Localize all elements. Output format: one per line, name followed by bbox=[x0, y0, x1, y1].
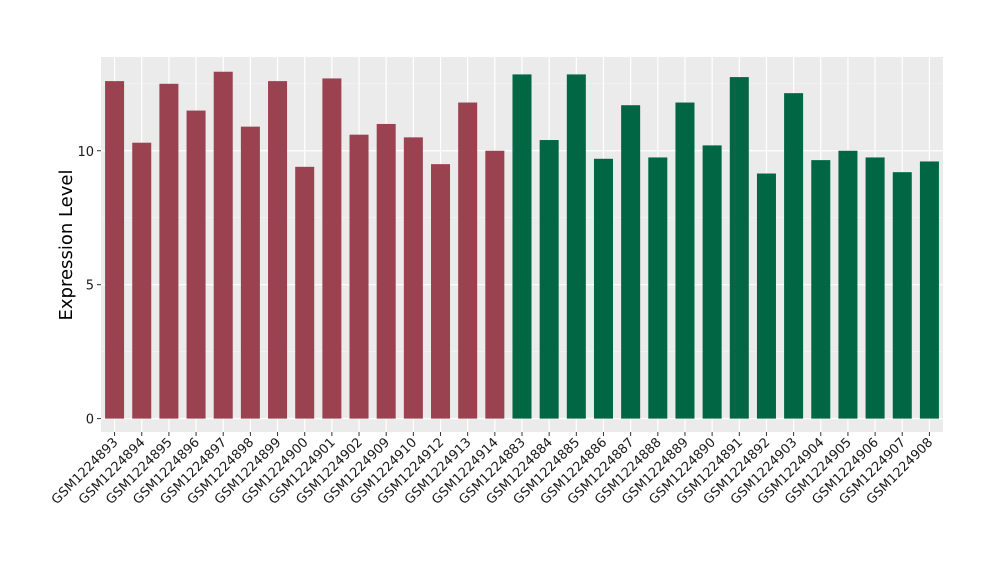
bar-GSM1224902 bbox=[349, 134, 369, 419]
bar-GSM1224887 bbox=[621, 105, 641, 419]
bar-GSM1224901 bbox=[322, 78, 342, 419]
bar-GSM1224890 bbox=[702, 145, 722, 419]
bar-GSM1224893 bbox=[105, 81, 125, 419]
bar-GSM1224914 bbox=[485, 150, 505, 419]
bar-GSM1224889 bbox=[675, 102, 695, 419]
bar-GSM1224907 bbox=[892, 172, 912, 419]
x-axis: GSM1224893GSM1224894GSM1224895GSM1224896… bbox=[49, 432, 936, 508]
bar-GSM1224903 bbox=[784, 93, 804, 419]
bar-GSM1224895 bbox=[159, 83, 179, 419]
bar-GSM1224905 bbox=[838, 150, 858, 419]
bar-GSM1224888 bbox=[648, 157, 668, 419]
bar-GSM1224898 bbox=[240, 126, 260, 419]
bar-GSM1224904 bbox=[811, 160, 831, 419]
bar-GSM1224891 bbox=[729, 77, 749, 419]
y-axis: 0 5 10 bbox=[77, 145, 101, 428]
bar-GSM1224896 bbox=[186, 110, 206, 419]
y-tick-label: 10 bbox=[77, 145, 94, 160]
bar-GSM1224910 bbox=[403, 137, 423, 419]
bar-GSM1224900 bbox=[295, 166, 315, 419]
bars bbox=[105, 71, 939, 419]
bar-GSM1224884 bbox=[539, 140, 559, 419]
bar-GSM1224899 bbox=[268, 81, 288, 419]
bar-GSM1224886 bbox=[593, 158, 613, 419]
bar-GSM1224912 bbox=[431, 164, 451, 419]
y-tick-label: 5 bbox=[86, 279, 94, 294]
bar-GSM1224897 bbox=[213, 71, 233, 419]
bar-GSM1224894 bbox=[132, 142, 152, 419]
bar-GSM1224906 bbox=[865, 157, 885, 419]
bar-GSM1224885 bbox=[566, 74, 586, 419]
bar-GSM1224913 bbox=[458, 102, 478, 419]
bar-GSM1224909 bbox=[376, 123, 396, 419]
bar-GSM1224908 bbox=[919, 161, 939, 419]
bar-GSM1224883 bbox=[512, 74, 532, 419]
y-tick-label: 0 bbox=[86, 413, 94, 428]
bar-GSM1224892 bbox=[756, 173, 776, 419]
y-axis-title: Expression Level bbox=[56, 170, 77, 321]
